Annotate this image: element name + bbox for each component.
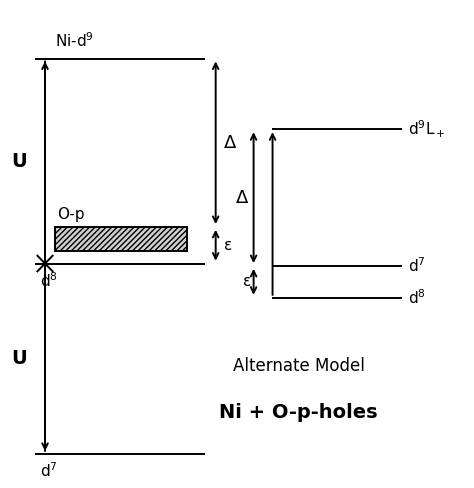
Text: Alternate Model: Alternate Model [233,357,365,375]
Text: d$^7$: d$^7$ [408,257,425,275]
Text: Δ: Δ [236,189,248,206]
Text: U: U [11,349,27,368]
Text: d$^7$: d$^7$ [40,461,58,480]
Text: O-p: O-p [57,207,84,222]
Text: d$^8$: d$^8$ [40,271,58,289]
Text: Ni + O-p-holes: Ni + O-p-holes [219,403,378,422]
Text: U: U [11,152,27,170]
Text: Δ: Δ [224,134,237,152]
Text: ε: ε [224,238,232,253]
Text: Ni-d$^9$: Ni-d$^9$ [55,31,93,50]
Bar [55,227,187,251]
Text: d$^8$: d$^8$ [408,288,426,307]
Text: ε: ε [243,274,251,289]
Text: d$^9$L$_+$: d$^9$L$_+$ [408,119,445,140]
